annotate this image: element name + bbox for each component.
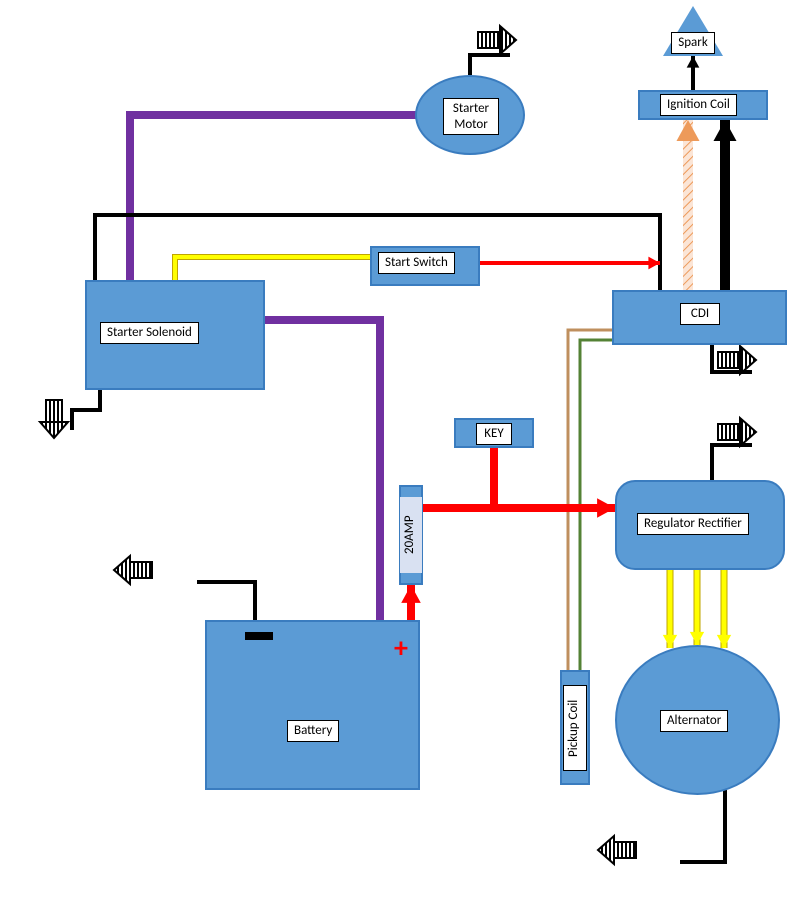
battery-label: Battery [287,720,339,742]
diagram-canvas: Spark Ignition Coil StarterMotor Start S… [0,0,801,901]
regulator-rectifier-label: Regulator Rectifier [637,513,749,535]
fuse-label: 20AMP [400,497,422,573]
battery-minus-icon [245,632,273,640]
cdi-label: CDI [680,303,720,325]
ignition-coil-label: Ignition Coil [660,94,737,116]
pickup-coil-label: Pickup Coil [563,685,587,771]
alternator-label: Alternator [660,710,728,732]
key-label: KEY [476,423,512,445]
starter-solenoid-label: Starter Solenoid [100,322,199,344]
starter-motor-label: StarterMotor [443,98,499,135]
battery-box [205,620,420,790]
start-switch-label: Start Switch [378,252,455,274]
spark-label: Spark [671,32,715,54]
battery-plus-icon: + [394,630,408,665]
